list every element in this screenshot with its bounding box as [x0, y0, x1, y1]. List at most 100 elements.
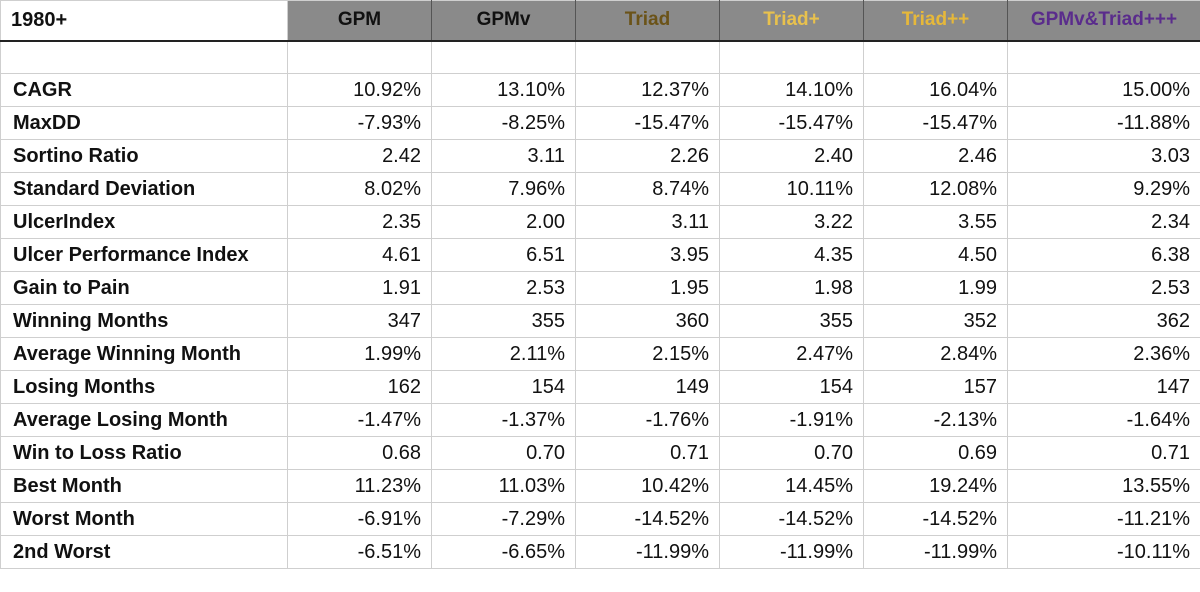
- metric-label[interactable]: Losing Months: [0, 370, 288, 404]
- metric-label[interactable]: CAGR: [0, 73, 288, 107]
- value-cell[interactable]: -6.91%: [287, 502, 432, 536]
- empty-cell[interactable]: [719, 40, 864, 74]
- value-cell[interactable]: -6.51%: [287, 535, 432, 569]
- value-cell[interactable]: 4.35: [719, 238, 864, 272]
- value-cell[interactable]: 0.71: [1007, 436, 1200, 470]
- value-cell[interactable]: 13.10%: [431, 73, 576, 107]
- value-cell[interactable]: -6.65%: [431, 535, 576, 569]
- value-cell[interactable]: -11.21%: [1007, 502, 1200, 536]
- value-cell[interactable]: 4.61: [287, 238, 432, 272]
- value-cell[interactable]: 3.55: [863, 205, 1008, 239]
- empty-cell[interactable]: [0, 40, 288, 74]
- empty-cell[interactable]: [1007, 40, 1200, 74]
- value-cell[interactable]: 0.69: [863, 436, 1008, 470]
- value-cell[interactable]: 10.42%: [575, 469, 720, 503]
- column-header-triad[interactable]: Triad: [575, 0, 720, 42]
- value-cell[interactable]: 162: [287, 370, 432, 404]
- value-cell[interactable]: 0.71: [575, 436, 720, 470]
- value-cell[interactable]: 1.99: [863, 271, 1008, 305]
- value-cell[interactable]: 9.29%: [1007, 172, 1200, 206]
- value-cell[interactable]: -11.99%: [575, 535, 720, 569]
- value-cell[interactable]: 147: [1007, 370, 1200, 404]
- value-cell[interactable]: 2.47%: [719, 337, 864, 371]
- value-cell[interactable]: 10.92%: [287, 73, 432, 107]
- metric-label[interactable]: Sortino Ratio: [0, 139, 288, 173]
- value-cell[interactable]: 12.37%: [575, 73, 720, 107]
- empty-cell[interactable]: [287, 40, 432, 74]
- value-cell[interactable]: 2.53: [1007, 271, 1200, 305]
- metric-label[interactable]: Ulcer Performance Index: [0, 238, 288, 272]
- value-cell[interactable]: 14.45%: [719, 469, 864, 503]
- value-cell[interactable]: 10.11%: [719, 172, 864, 206]
- value-cell[interactable]: 2.15%: [575, 337, 720, 371]
- value-cell[interactable]: 149: [575, 370, 720, 404]
- value-cell[interactable]: -15.47%: [863, 106, 1008, 140]
- value-cell[interactable]: 6.51: [431, 238, 576, 272]
- value-cell[interactable]: 352: [863, 304, 1008, 338]
- value-cell[interactable]: 2.34: [1007, 205, 1200, 239]
- metric-label[interactable]: UlcerIndex: [0, 205, 288, 239]
- value-cell[interactable]: 15.00%: [1007, 73, 1200, 107]
- column-header-triad-plus-plus[interactable]: Triad++: [863, 0, 1008, 42]
- value-cell[interactable]: 8.02%: [287, 172, 432, 206]
- value-cell[interactable]: -1.64%: [1007, 403, 1200, 437]
- empty-cell[interactable]: [863, 40, 1008, 74]
- metric-label[interactable]: MaxDD: [0, 106, 288, 140]
- value-cell[interactable]: 362: [1007, 304, 1200, 338]
- value-cell[interactable]: -7.93%: [287, 106, 432, 140]
- value-cell[interactable]: 13.55%: [1007, 469, 1200, 503]
- value-cell[interactable]: -11.99%: [863, 535, 1008, 569]
- column-header-triad-plus[interactable]: Triad+: [719, 0, 864, 42]
- value-cell[interactable]: -1.47%: [287, 403, 432, 437]
- metric-label[interactable]: Average Losing Month: [0, 403, 288, 437]
- value-cell[interactable]: 347: [287, 304, 432, 338]
- value-cell[interactable]: 0.70: [719, 436, 864, 470]
- value-cell[interactable]: 1.91: [287, 271, 432, 305]
- value-cell[interactable]: 1.95: [575, 271, 720, 305]
- value-cell[interactable]: 3.03: [1007, 139, 1200, 173]
- value-cell[interactable]: -14.52%: [863, 502, 1008, 536]
- value-cell[interactable]: -10.11%: [1007, 535, 1200, 569]
- value-cell[interactable]: 14.10%: [719, 73, 864, 107]
- value-cell[interactable]: 3.11: [431, 139, 576, 173]
- value-cell[interactable]: 2.46: [863, 139, 1008, 173]
- corner-cell[interactable]: 1980+: [0, 0, 288, 42]
- metric-label[interactable]: Standard Deviation: [0, 172, 288, 206]
- value-cell[interactable]: 12.08%: [863, 172, 1008, 206]
- value-cell[interactable]: -1.37%: [431, 403, 576, 437]
- value-cell[interactable]: -2.13%: [863, 403, 1008, 437]
- metric-label[interactable]: Worst Month: [0, 502, 288, 536]
- value-cell[interactable]: -7.29%: [431, 502, 576, 536]
- value-cell[interactable]: 154: [719, 370, 864, 404]
- column-header-gpmv-triad[interactable]: GPMv&Triad+++: [1007, 0, 1200, 42]
- value-cell[interactable]: 2.00: [431, 205, 576, 239]
- value-cell[interactable]: 2.84%: [863, 337, 1008, 371]
- value-cell[interactable]: -11.99%: [719, 535, 864, 569]
- value-cell[interactable]: 355: [431, 304, 576, 338]
- value-cell[interactable]: 2.11%: [431, 337, 576, 371]
- value-cell[interactable]: 1.99%: [287, 337, 432, 371]
- value-cell[interactable]: -14.52%: [719, 502, 864, 536]
- value-cell[interactable]: 2.26: [575, 139, 720, 173]
- metric-label[interactable]: Gain to Pain: [0, 271, 288, 305]
- value-cell[interactable]: 11.03%: [431, 469, 576, 503]
- value-cell[interactable]: 3.95: [575, 238, 720, 272]
- value-cell[interactable]: 154: [431, 370, 576, 404]
- value-cell[interactable]: 1.98: [719, 271, 864, 305]
- value-cell[interactable]: -14.52%: [575, 502, 720, 536]
- metric-label[interactable]: Win to Loss Ratio: [0, 436, 288, 470]
- empty-cell[interactable]: [431, 40, 576, 74]
- metric-label[interactable]: Best Month: [0, 469, 288, 503]
- metric-label[interactable]: Average Winning Month: [0, 337, 288, 371]
- value-cell[interactable]: 11.23%: [287, 469, 432, 503]
- value-cell[interactable]: -1.76%: [575, 403, 720, 437]
- value-cell[interactable]: 355: [719, 304, 864, 338]
- value-cell[interactable]: 6.38: [1007, 238, 1200, 272]
- column-header-gpm[interactable]: GPM: [287, 0, 432, 42]
- value-cell[interactable]: 2.40: [719, 139, 864, 173]
- value-cell[interactable]: -15.47%: [575, 106, 720, 140]
- value-cell[interactable]: 4.50: [863, 238, 1008, 272]
- value-cell[interactable]: 3.22: [719, 205, 864, 239]
- column-header-gpmv[interactable]: GPMv: [431, 0, 576, 42]
- value-cell[interactable]: 7.96%: [431, 172, 576, 206]
